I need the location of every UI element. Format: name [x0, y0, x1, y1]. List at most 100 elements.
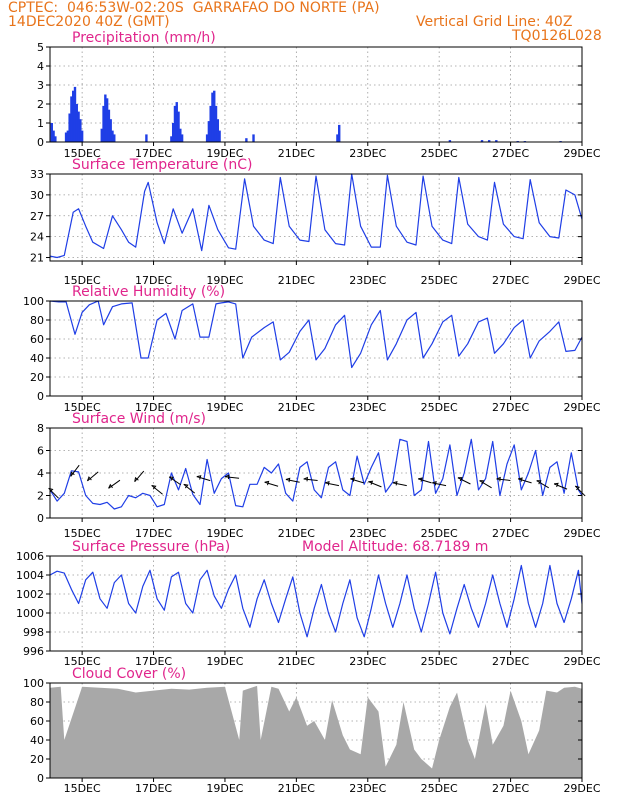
y-tick-label: 80 — [30, 314, 44, 327]
precip-bar — [145, 134, 148, 142]
precip-bar — [175, 102, 178, 142]
y-tick-label: 3 — [37, 79, 44, 92]
y-tick-label: 40 — [30, 734, 44, 747]
wind-arrowhead — [575, 485, 581, 491]
wind-arrowhead — [457, 477, 463, 482]
x-tick-label: 29DEC — [563, 782, 600, 795]
wind-vector — [325, 482, 340, 487]
wind-arrowhead — [368, 480, 374, 485]
precip-bar — [113, 134, 116, 142]
precip-bar — [218, 130, 221, 142]
precip-bar — [66, 130, 70, 142]
wind-vector — [168, 476, 182, 486]
y-tick-label: 996 — [23, 645, 44, 658]
x-tick-label: 15DEC — [64, 274, 101, 287]
y-tick-label: 1000 — [16, 607, 44, 620]
precip-bar — [214, 105, 218, 142]
precip-bar — [180, 134, 184, 142]
y-tick-label: 5 — [37, 41, 44, 54]
precip-bar — [73, 86, 77, 142]
x-tick-label: 17DEC — [135, 782, 172, 795]
y-tick-label: 20 — [30, 371, 44, 384]
precip-bar — [50, 123, 53, 142]
x-tick-label: 15DEC — [64, 782, 101, 795]
x-tick-label: 21DEC — [278, 655, 315, 668]
wind-arrowhead — [518, 477, 523, 482]
wind-vector — [392, 482, 407, 487]
x-tick-label: 19DEC — [206, 527, 243, 540]
panel-title: Cloud Cover (%) — [72, 666, 186, 682]
x-tick-label: 25DEC — [421, 527, 458, 540]
precip-bar — [111, 130, 114, 142]
y-tick-label: 33 — [30, 168, 44, 181]
wind-arrowhead — [536, 480, 542, 485]
precip-bar — [100, 128, 103, 142]
precip-bar — [54, 136, 57, 142]
wind-arrowhead — [432, 480, 437, 486]
wind-arrowhead — [303, 476, 308, 482]
header-code: TQ0126L028 — [512, 28, 602, 44]
precip-bar — [480, 140, 484, 142]
wind-arrowhead — [151, 485, 157, 490]
precip-bar — [179, 128, 182, 142]
panel-frame — [49, 46, 583, 143]
precip-bar — [77, 111, 80, 142]
panel-5 — [46, 682, 583, 782]
y-tick-label: 2 — [37, 490, 44, 503]
wind-vector — [183, 483, 196, 494]
wind-vector — [457, 477, 471, 485]
precip-bar — [107, 109, 111, 142]
header-station-line: CPTEC: 046:53W-02:20S GARRAFAO DO NORTE … — [8, 0, 380, 16]
precip-bar — [173, 105, 177, 142]
y-tick-label: 60 — [30, 333, 44, 346]
precip-bar — [171, 123, 175, 142]
wind-vector — [303, 478, 318, 481]
wind-vector — [108, 479, 121, 489]
precip-bar — [170, 136, 173, 142]
x-tick-label: 15DEC — [64, 147, 101, 160]
x-tick-label: 23DEC — [349, 401, 386, 414]
precip-bar — [72, 90, 75, 142]
x-tick-label: 23DEC — [349, 274, 386, 287]
x-tick-label: 19DEC — [206, 274, 243, 287]
header-grid-line: Vertical Grid Line: 40Z — [416, 14, 573, 30]
precip-bar — [245, 138, 248, 142]
y-tick-label: 60 — [30, 715, 44, 728]
y-tick-label: 40 — [30, 352, 44, 365]
x-tick-label: 23DEC — [349, 527, 386, 540]
wind-arrowhead — [392, 480, 398, 486]
x-tick-label: 29DEC — [563, 274, 600, 287]
wind-arrowhead — [134, 476, 139, 482]
panel-frame — [49, 173, 583, 262]
y-tick-label: 4 — [37, 60, 44, 73]
wind-vector — [574, 485, 586, 497]
precip-bar — [216, 119, 220, 142]
wind-arrowhead — [350, 477, 356, 482]
wind-arrowhead — [285, 477, 291, 483]
x-tick-label: 25DEC — [421, 655, 458, 668]
wind-arrowhead — [108, 483, 113, 489]
precip-bar — [64, 132, 68, 142]
wind-vector — [418, 478, 432, 484]
wind-arrowhead — [224, 474, 230, 480]
x-tick-label: 19DEC — [206, 147, 243, 160]
x-tick-label: 27DEC — [492, 782, 529, 795]
panel-frame — [49, 555, 583, 652]
y-tick-label: 998 — [23, 626, 44, 639]
x-tick-label: 17DEC — [135, 274, 172, 287]
wind-vector — [368, 481, 382, 488]
y-tick-label: 2 — [37, 98, 44, 111]
panel-frame — [49, 682, 583, 779]
x-tick-label: 27DEC — [492, 147, 529, 160]
x-tick-label: 21DEC — [278, 274, 315, 287]
wind-vector — [518, 478, 532, 484]
wind-vector — [553, 483, 568, 490]
panel-title: Relative Humidity (%) — [72, 284, 225, 300]
wind-arrowhead — [418, 477, 423, 482]
wind-vector — [87, 471, 99, 482]
y-tick-label: 30 — [30, 189, 44, 202]
x-tick-label: 21DEC — [278, 401, 315, 414]
wind-vector — [225, 476, 240, 479]
wind-vector — [196, 476, 211, 482]
wind-arrowhead — [196, 475, 202, 480]
